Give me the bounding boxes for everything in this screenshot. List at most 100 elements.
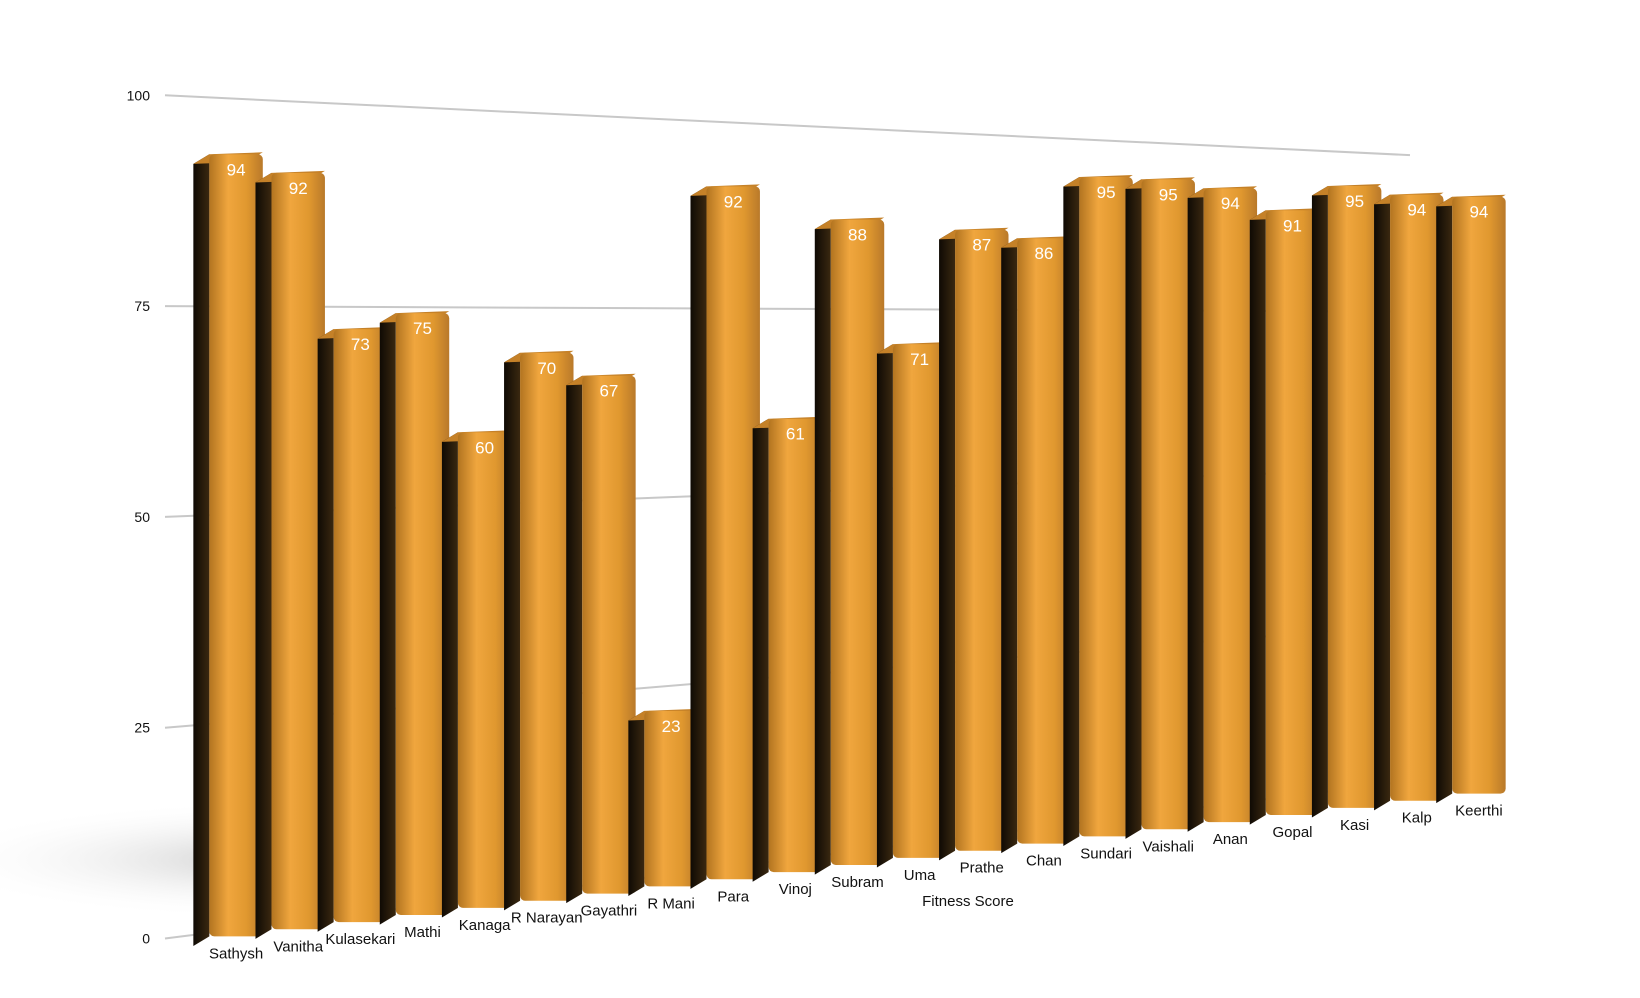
- data-label: 95: [1159, 185, 1178, 204]
- bar-side: [379, 313, 396, 925]
- x-tick-label: Vanitha: [273, 938, 323, 955]
- bar-side: [628, 710, 645, 897]
- bar-side: [876, 344, 893, 868]
- x-tick-label: Gopal: [1272, 824, 1312, 841]
- data-label: 86: [1034, 244, 1053, 263]
- bar-front: [1079, 177, 1133, 837]
- x-tick-label: R Mani: [647, 895, 695, 912]
- x-axis: Sathysh Vanitha Kulasekari Mathi Kanaga R Nar…: [209, 803, 1503, 963]
- x-tick-label: Uma: [904, 867, 936, 884]
- data-label: 60: [475, 438, 494, 457]
- bar-side: [193, 154, 210, 947]
- bar-kulasekari: [317, 327, 388, 932]
- y-tick-label: 0: [142, 931, 150, 947]
- bar-uma: [876, 342, 947, 868]
- legend-series-name: Fitness Score: [922, 893, 1014, 910]
- bar-prathe: [939, 227, 1009, 861]
- bar-side: [255, 172, 272, 939]
- data-label: 95: [1345, 192, 1364, 211]
- data-label: 94: [227, 160, 246, 179]
- bar-front: [1327, 185, 1382, 808]
- x-tick-label: Sundari: [1080, 845, 1132, 862]
- data-label: 92: [289, 179, 308, 198]
- data-label: 70: [537, 359, 556, 378]
- x-tick-label: Vaishali: [1143, 838, 1194, 855]
- x-tick-label: Para: [717, 888, 749, 905]
- data-label: 71: [910, 350, 929, 369]
- bar-side: [1125, 179, 1142, 839]
- bar-kalp: [1374, 192, 1444, 811]
- bar-subram: [814, 217, 885, 875]
- data-label: 61: [786, 425, 805, 444]
- data-label: 75: [413, 319, 432, 338]
- data-label: 67: [599, 382, 618, 401]
- bar-front: [830, 219, 885, 865]
- x-tick-label: R Narayan: [511, 910, 583, 927]
- x-tick-label: Prathe: [960, 860, 1004, 877]
- bar-front: [333, 329, 388, 923]
- x-tick-label: Keerthi: [1455, 803, 1503, 820]
- bar-kanaga: [441, 430, 512, 918]
- data-label: 94: [1469, 203, 1488, 222]
- bar-keerthi: [1436, 194, 1506, 804]
- bar-para: [690, 184, 760, 889]
- bar-side: [1187, 188, 1204, 832]
- bar-side: [1063, 177, 1080, 847]
- bar-side: [1001, 238, 1018, 854]
- bar-front: [457, 432, 512, 908]
- bar-side: [317, 329, 334, 932]
- bar-side: [1436, 196, 1453, 804]
- y-tick-label: 25: [134, 720, 150, 736]
- bar-front: [706, 186, 760, 880]
- x-tick-label: Mathi: [404, 924, 441, 941]
- bar-side: [939, 229, 956, 861]
- bar-front: [1452, 196, 1506, 794]
- x-tick-label: Vinoj: [779, 881, 812, 898]
- bar-vaishali: [1125, 177, 1195, 839]
- y-axis: 0 25 50 75 100: [127, 87, 151, 946]
- bar-r-narayan: [504, 350, 574, 911]
- data-label: 92: [724, 192, 743, 211]
- bar-mathi: [379, 311, 450, 925]
- bar-chan: [1001, 236, 1071, 854]
- data-label: 23: [662, 717, 681, 736]
- bar-front: [1141, 179, 1195, 830]
- x-tick-label: Chan: [1026, 853, 1062, 870]
- bar-kasi: [1311, 183, 1382, 818]
- bar-front: [395, 313, 450, 915]
- data-label: 73: [351, 335, 370, 354]
- bar-side: [752, 418, 769, 882]
- bar-front: [955, 229, 1009, 851]
- bar-side: [441, 432, 458, 918]
- bar-side: [1374, 194, 1391, 811]
- bar-side: [504, 352, 521, 911]
- y-tick-label: 50: [134, 509, 150, 525]
- x-tick-label: Sathysh: [209, 945, 263, 962]
- x-tick-label: Anan: [1213, 831, 1248, 848]
- data-label: 87: [972, 236, 991, 255]
- gridline: [164, 94, 1411, 157]
- x-tick-label: Kanaga: [459, 917, 511, 934]
- x-tick-label: Subram: [831, 874, 884, 891]
- bar-vinoj: [752, 416, 823, 882]
- bar-side: [566, 375, 583, 904]
- bar-gopal: [1249, 208, 1320, 825]
- data-label: 88: [848, 226, 867, 245]
- bar-side: [690, 186, 707, 889]
- bar-front: [1265, 210, 1320, 815]
- x-tick-label: Kalp: [1402, 810, 1432, 827]
- bar-sathysh: [193, 152, 263, 947]
- x-tick-label: Kulasekari: [325, 931, 395, 948]
- x-tick-label: Kasi: [1340, 817, 1369, 834]
- bar-vanitha: [255, 170, 325, 939]
- bar-sundari: [1063, 175, 1133, 847]
- bar-front: [892, 344, 947, 858]
- bar-front: [271, 172, 325, 930]
- bar-side: [1249, 210, 1266, 825]
- bar-front: [520, 352, 574, 901]
- bar-front: [209, 154, 263, 937]
- bars: 94 92 73 75 60 70 67 23 92 61 88 71 87 86 95 95 94 91 95 94…: [193, 152, 1506, 947]
- data-label: 91: [1283, 216, 1302, 235]
- data-label: 94: [1221, 194, 1240, 213]
